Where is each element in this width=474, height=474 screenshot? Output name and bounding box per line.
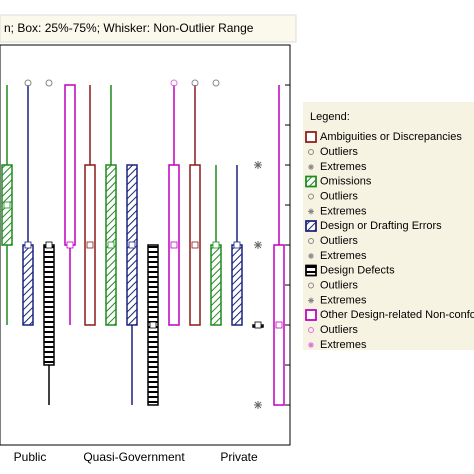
box [210, 244, 222, 326]
x-tick-label: Quasi-Government [83, 450, 185, 464]
legend-label: Outliers [320, 324, 358, 336]
legend-label: Outliers [320, 190, 358, 202]
legend-outlier [308, 282, 314, 289]
median [170, 241, 178, 249]
legend-extreme [308, 164, 314, 170]
legend-title: Legend: [310, 111, 350, 123]
box [189, 164, 201, 326]
outlier [24, 79, 32, 87]
legend-label: Outliers [320, 279, 358, 291]
title-box [0, 14, 297, 43]
median [24, 241, 32, 249]
legend-swatch-fill [305, 220, 317, 232]
outlier [45, 79, 53, 87]
legend-label: Extremes [320, 339, 367, 351]
legend-extreme [308, 253, 314, 259]
outlier [191, 79, 199, 87]
legend-extreme [308, 297, 314, 304]
extreme [254, 161, 262, 169]
legend-outlier [308, 327, 314, 333]
legend-outlier [308, 149, 314, 155]
box [43, 244, 55, 366]
legend-label: Other Design-related Non-conformances [320, 309, 474, 321]
box [22, 244, 34, 326]
median [107, 241, 115, 249]
legend-label: Design Defects [320, 264, 395, 276]
median [212, 241, 220, 249]
legend-label: Design or Drafting Errors [320, 220, 442, 232]
extreme [254, 241, 262, 249]
chart-title: n; Box: 25%-75%; Whisker: Non-Outlier Ra… [4, 21, 254, 35]
legend-extreme [308, 342, 314, 348]
median [86, 241, 94, 249]
outlier [170, 79, 178, 87]
x-tick-label: Public [14, 450, 47, 464]
median [233, 241, 241, 249]
box [84, 164, 96, 326]
legend-box [303, 102, 474, 350]
legend-outlier [308, 238, 314, 244]
box-bg [65, 85, 75, 245]
box [231, 244, 243, 326]
legend-label: Outliers [320, 235, 358, 247]
median [275, 321, 283, 329]
legend-swatch-fill [305, 131, 317, 143]
x-tick-label: Private [220, 450, 258, 464]
box [168, 164, 180, 326]
box [273, 244, 285, 406]
legend-label: Ambiguities or Discrepancies [320, 131, 462, 143]
median [66, 241, 74, 249]
legend-swatch [305, 309, 317, 321]
legend-label: Extremes [320, 161, 367, 173]
legend-label: Outliers [320, 146, 358, 158]
median [128, 241, 136, 249]
legend-swatch-fill [305, 309, 317, 321]
median [191, 241, 199, 249]
outlier [212, 79, 220, 87]
legend-label: Omissions [320, 175, 372, 187]
legend-swatch-fill [305, 175, 317, 188]
legend-swatch [305, 131, 317, 143]
median [3, 201, 11, 209]
extreme [254, 401, 262, 409]
legend-label: Extremes [320, 205, 367, 217]
median [149, 321, 157, 329]
median [254, 321, 262, 329]
legend-label: Extremes [320, 294, 367, 306]
legend-extreme [308, 208, 314, 215]
legend-swatch-fill [305, 264, 317, 277]
legend-label: Extremes [320, 250, 367, 262]
legend-outlier [308, 193, 314, 200]
median [45, 241, 53, 249]
